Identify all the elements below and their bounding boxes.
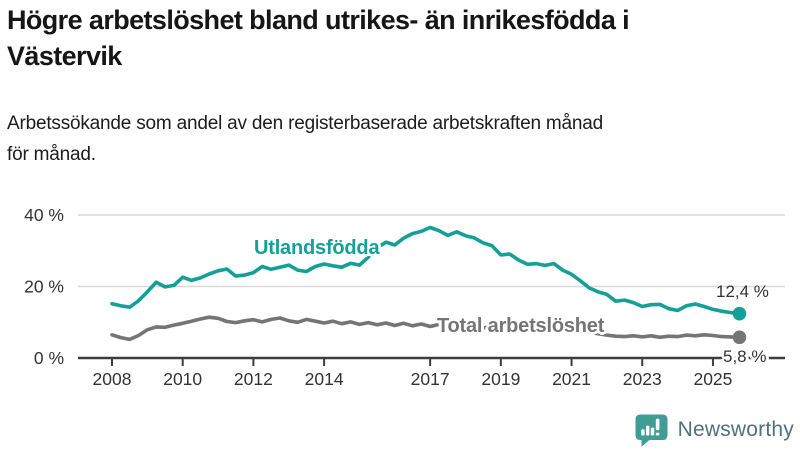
end-value-total-arbetsloshet: 5,8 % — [723, 347, 767, 366]
chart-title: Högre arbetslöshet bland utrikes- än inr… — [7, 5, 630, 71]
x-tick-label: 2010 — [163, 369, 202, 389]
x-tick-label: 2017 — [411, 369, 450, 389]
end-value-utlandsfodda: 12,4 % — [716, 282, 769, 301]
x-tick-label: 2014 — [305, 369, 344, 389]
series-label-utlandsfodda: Utlandsfödda — [254, 237, 380, 259]
exclamation-stem — [655, 418, 660, 430]
y-tick-label: 20 % — [24, 277, 64, 297]
bar-medium — [650, 427, 654, 435]
newsworthy-icon — [635, 414, 668, 447]
series-label-total-arbetsloshet: Total arbetslöshet — [437, 315, 605, 337]
series-line-0 — [110, 225, 742, 316]
bar-short — [640, 428, 645, 435]
x-tick-label: 2021 — [552, 369, 591, 389]
x-tick-label: 2012 — [234, 369, 273, 389]
series-line-1 — [110, 315, 742, 342]
x-tick-label: 2025 — [693, 369, 732, 389]
x-tick-label: 2008 — [93, 369, 132, 389]
x-tick-label: 2023 — [623, 369, 662, 389]
series-end-dot-0 — [732, 306, 747, 321]
y-tick-label: 0 % — [34, 348, 64, 368]
y-tick-label: 40 % — [24, 205, 64, 225]
exclamation-dot — [655, 432, 660, 435]
x-tick-label: 2019 — [481, 369, 520, 389]
newsworthy-wordmark: Newsworthy — [677, 418, 794, 441]
chart-subtitle: Arbetssökande som andel av den registerb… — [7, 113, 604, 165]
series-end-dot-1 — [732, 330, 747, 345]
newsworthy-logo: Newsworthy — [634, 412, 794, 448]
bar-tall — [645, 425, 650, 435]
